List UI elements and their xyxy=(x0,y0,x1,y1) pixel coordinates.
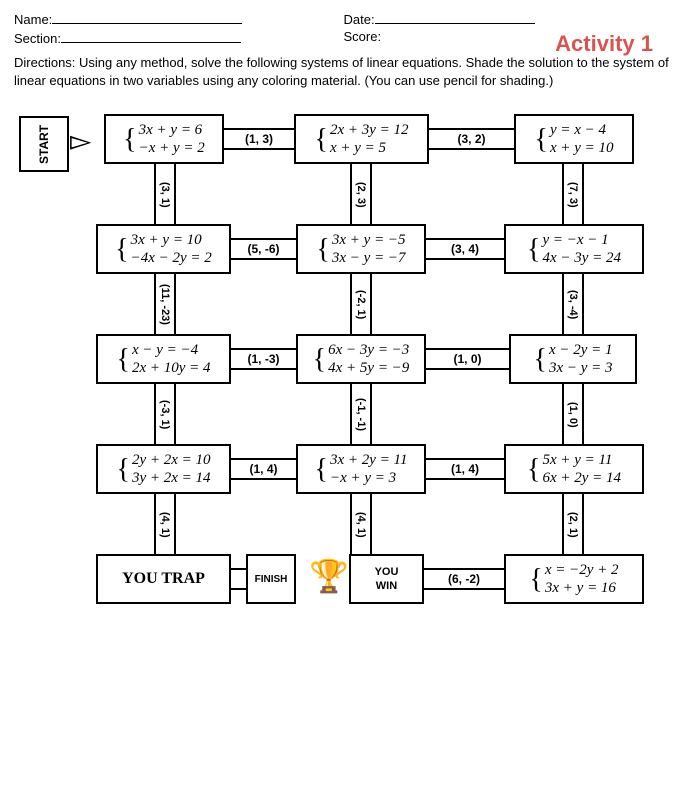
section-label: Section: xyxy=(14,31,61,46)
eq-box-r3c1: {x − y = −42x + 10y = 4 xyxy=(96,334,231,384)
conn-v-r23-c3: (3, -4) xyxy=(562,274,584,334)
maze-container: START ▻ {3x + y = 6−x + y = 2 {2x + 3y =… xyxy=(14,102,674,742)
conn-v-r12-c3: (7, 3) xyxy=(562,164,584,224)
directions-text: Directions: Using any method, solve the … xyxy=(14,54,673,90)
section-line xyxy=(61,29,241,43)
conn-v-r34-c2: (-1, -1) xyxy=(350,384,372,444)
eq-box-r4c1: {2y + 2x = 103y + 2x = 14 xyxy=(96,444,231,494)
conn-h-r4-23: (1, 4) xyxy=(426,458,504,480)
eq-box-r1c1: {3x + y = 6−x + y = 2 xyxy=(104,114,224,164)
eq-box-r1c3: {y = x − 4x + y = 10 xyxy=(514,114,634,164)
trap-box: YOU TRAP xyxy=(96,554,231,604)
conn-v-r45-c3: (2, 1) xyxy=(562,494,584,554)
win-box: YOUWIN xyxy=(349,554,424,604)
conn-v-r34-c1: (-3, 1) xyxy=(154,384,176,444)
conn-h-r3-12: (1, -3) xyxy=(231,348,296,370)
conn-v-r12-c1: (3, 1) xyxy=(154,164,176,224)
conn-h-trap-finish xyxy=(231,568,246,590)
name-line xyxy=(52,10,242,24)
conn-h-r1-12: (1, 3) xyxy=(224,128,294,150)
eq-box-r2c3: {y = −x − 14x − 3y = 24 xyxy=(504,224,644,274)
conn-v-r34-c3: (1, 0) xyxy=(562,384,584,444)
eq-box-r2c2: {3x + y = −53x − y = −7 xyxy=(296,224,426,274)
conn-h-r4-12: (1, 4) xyxy=(231,458,296,480)
start-arrow-icon: ▻ xyxy=(70,124,92,157)
eq-box-r4c2: {3x + 2y = 11−x + y = 3 xyxy=(296,444,426,494)
conn-v-r45-c2: (4, 1) xyxy=(350,494,372,554)
date-line xyxy=(375,10,535,24)
conn-v-r23-c1: (11, -23) xyxy=(154,274,176,334)
activity-title: Activity 1 xyxy=(555,31,653,57)
eq-box-r4c3: {5x + y = 116x + 2y = 14 xyxy=(504,444,644,494)
eq-box-r5c3: {x = −2y + 23x + y = 16 xyxy=(504,554,644,604)
score-label: Score: xyxy=(344,29,382,44)
date-label: Date: xyxy=(344,12,375,27)
conn-h-r1-23: (3, 2) xyxy=(429,128,514,150)
eq-box-r3c2: {6x − 3y = −34x + 5y = −9 xyxy=(296,334,426,384)
finish-box: FINISH xyxy=(246,554,296,604)
conn-h-r2-12: (5, -6) xyxy=(231,238,296,260)
conn-v-r23-c2: (-2, 1) xyxy=(350,274,372,334)
conn-h-r5-23: (6, -2) xyxy=(424,568,504,590)
start-box: START xyxy=(19,116,69,172)
name-label: Name: xyxy=(14,12,52,27)
eq-box-r3c3: {x − 2y = 13x − y = 3 xyxy=(509,334,637,384)
eq-box-r1c2: {2x + 3y = 12x + y = 5 xyxy=(294,114,429,164)
conn-v-r12-c2: (2, 3) xyxy=(350,164,372,224)
conn-h-r3-23: (1, 0) xyxy=(426,348,509,370)
conn-v-r45-c1: (4, 1) xyxy=(154,494,176,554)
conn-h-r2-23: (3, 4) xyxy=(426,238,504,260)
trophy-icon: 🏆 xyxy=(309,557,349,595)
eq-box-r2c1: {3x + y = 10−4x − 2y = 2 xyxy=(96,224,231,274)
